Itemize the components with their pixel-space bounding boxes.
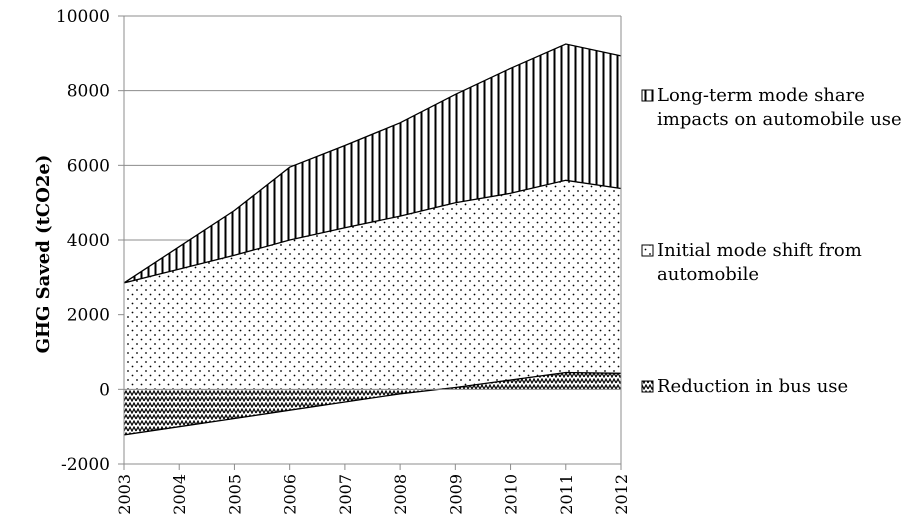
legend: Long-term mode share impacts on automobil…	[641, 85, 902, 397]
x-tick-label: 2012	[612, 474, 631, 515]
y-axis-label: GHG Saved (tCO2e)	[33, 155, 54, 354]
area-dots	[124, 180, 621, 435]
y-tick-label: 2000	[67, 306, 110, 326]
legend-swatch-zigzag	[641, 380, 654, 393]
y-tick-labels: 10000 8000 6000 4000 2000 0 -2000	[56, 7, 110, 475]
legend-label: automobile	[657, 264, 759, 285]
axes	[118, 15, 622, 470]
x-tick-label: 2005	[225, 474, 244, 515]
x-tick-label: 2003	[115, 474, 134, 515]
series-areas	[123, 43, 622, 436]
x-tick-labels: 2003 2004 2005 2006 2007 2008 2009 2010 2011 2012	[115, 474, 631, 515]
x-tick-label: 2011	[557, 474, 576, 515]
area-vertical-lines	[124, 44, 621, 283]
legend-swatch-dots	[641, 244, 654, 257]
y-tick-label: -2000	[61, 455, 110, 475]
y-tick-label: 8000	[67, 82, 110, 102]
y-tick-label: 6000	[67, 156, 110, 176]
area-edge-dots	[123, 179, 622, 284]
area-edge-zigzag	[123, 371, 622, 436]
legend-label: impacts on automobile use	[657, 109, 902, 130]
x-tick-label: 2007	[336, 474, 355, 515]
y-tick-label: 0	[99, 380, 110, 400]
legend-label: Reduction in bus use	[657, 376, 848, 397]
x-tick-label: 2006	[281, 474, 300, 515]
legend-label: Long-term mode share	[657, 85, 865, 106]
y-tick-label: 4000	[67, 231, 110, 251]
legend-label: Initial mode shift from	[657, 240, 862, 261]
x-tick-label: 2010	[502, 474, 521, 515]
x-tick-label: 2009	[446, 474, 465, 515]
y-tick-label: 10000	[56, 7, 110, 27]
area-zigzag	[124, 372, 621, 435]
area-edge-vertical-lines	[123, 43, 622, 284]
x-tick-label: 2004	[170, 474, 189, 515]
x-tick-label: 2008	[391, 474, 410, 515]
legend-swatch-vertical-lines	[641, 89, 654, 102]
